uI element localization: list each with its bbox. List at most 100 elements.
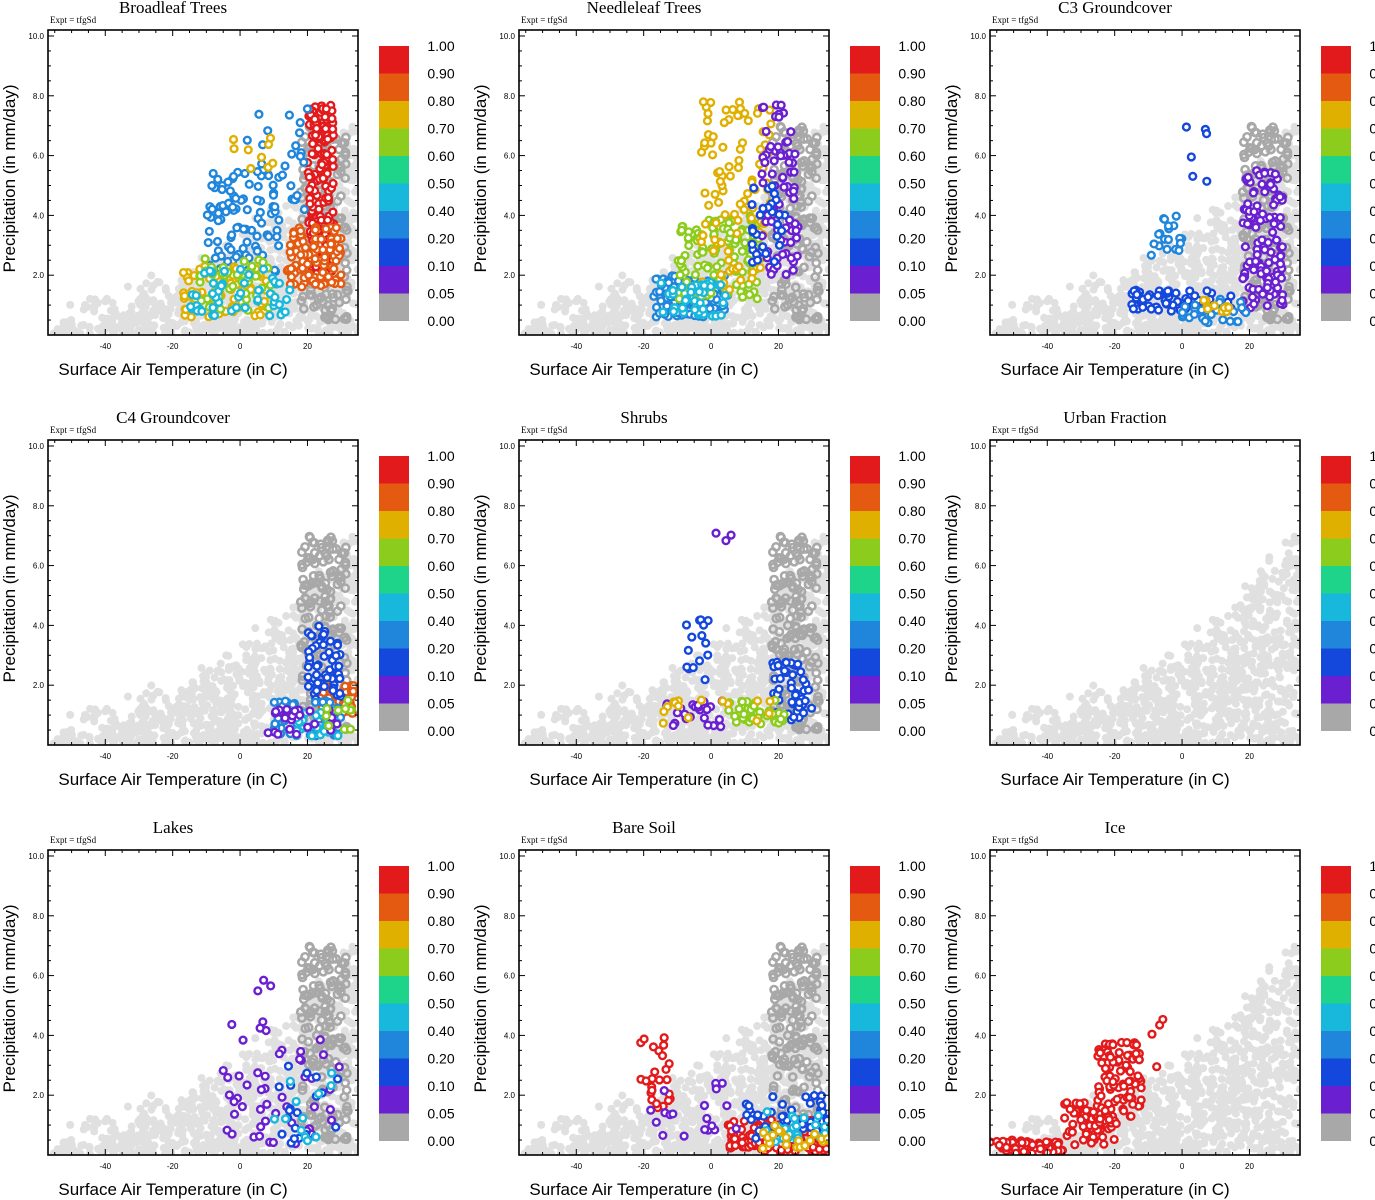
background-point bbox=[106, 306, 115, 315]
data-point bbox=[200, 254, 210, 264]
background-point bbox=[1201, 278, 1210, 287]
background-point bbox=[590, 329, 599, 335]
y-tick-label: 4.0 bbox=[504, 211, 516, 220]
background-point bbox=[615, 311, 624, 320]
zero-point bbox=[340, 150, 351, 161]
data-point bbox=[713, 197, 724, 208]
background-point bbox=[811, 206, 820, 215]
zero-point bbox=[334, 297, 345, 308]
background-point bbox=[598, 302, 607, 311]
background-point bbox=[77, 321, 86, 330]
background-point bbox=[645, 284, 654, 293]
background-point bbox=[548, 321, 557, 330]
data-point bbox=[1159, 214, 1170, 224]
data-point bbox=[766, 269, 776, 279]
background-point bbox=[108, 298, 117, 307]
data-point bbox=[286, 181, 296, 191]
data-point bbox=[228, 134, 239, 145]
background-point bbox=[76, 329, 85, 335]
zero-point bbox=[813, 286, 824, 296]
y-tick-label: 6.0 bbox=[504, 152, 516, 161]
background-point bbox=[1081, 326, 1090, 335]
background-point bbox=[102, 314, 111, 323]
data-point bbox=[328, 124, 338, 134]
background-point bbox=[156, 299, 165, 308]
data-point bbox=[310, 225, 321, 235]
background-point bbox=[353, 231, 358, 240]
background-point bbox=[222, 329, 231, 335]
data-point bbox=[285, 247, 295, 257]
background-point bbox=[1152, 263, 1161, 272]
background-point bbox=[1223, 271, 1232, 280]
x-tick-label: -40 bbox=[100, 342, 112, 351]
data-point bbox=[1171, 211, 1181, 221]
data-point bbox=[716, 310, 726, 320]
background-point bbox=[729, 319, 738, 328]
colorbar-swatch bbox=[1321, 293, 1351, 321]
background-point bbox=[586, 313, 595, 322]
data-point bbox=[737, 246, 747, 256]
zero-point bbox=[781, 279, 791, 290]
background-point bbox=[621, 298, 630, 307]
colorbar-swatch bbox=[379, 266, 409, 294]
data-point bbox=[334, 243, 345, 254]
data-point bbox=[779, 182, 789, 192]
data-point bbox=[1218, 315, 1228, 325]
data-point bbox=[1268, 227, 1278, 237]
data-point bbox=[286, 272, 297, 282]
colorbar-label: 0.60 bbox=[427, 148, 454, 164]
x-tick-label: -20 bbox=[167, 342, 179, 351]
colorbar-swatch bbox=[379, 293, 409, 321]
data-point bbox=[263, 126, 273, 136]
data-point bbox=[331, 223, 341, 233]
data-point bbox=[204, 226, 214, 237]
y-tick-label: 4.0 bbox=[33, 211, 45, 220]
zero-point bbox=[807, 162, 817, 173]
background-point bbox=[561, 307, 570, 316]
colorbar-label: 0.60 bbox=[898, 148, 925, 164]
data-point bbox=[734, 262, 744, 272]
data-point bbox=[1248, 188, 1259, 198]
data-point bbox=[255, 310, 265, 320]
background-point bbox=[607, 284, 616, 293]
data-point bbox=[791, 225, 801, 236]
background-point bbox=[350, 322, 358, 331]
colorbar-label: 1.00 bbox=[427, 38, 454, 54]
expt-label: Expt = tfgSd bbox=[992, 15, 1039, 25]
background-point bbox=[1216, 208, 1225, 217]
data-point bbox=[1261, 266, 1272, 276]
data-point bbox=[254, 109, 264, 119]
data-point bbox=[228, 202, 238, 212]
background-point bbox=[594, 282, 603, 291]
y-tick-label: 10.0 bbox=[970, 32, 986, 41]
data-point bbox=[774, 210, 784, 220]
data-point bbox=[740, 238, 750, 248]
data-point bbox=[274, 241, 284, 251]
background-point bbox=[1230, 260, 1239, 269]
data-point bbox=[228, 171, 239, 182]
data-point bbox=[258, 264, 269, 274]
background-point bbox=[109, 327, 118, 335]
background-point bbox=[606, 298, 615, 307]
data-point bbox=[698, 247, 708, 257]
data-point bbox=[274, 278, 285, 288]
data-point bbox=[1149, 239, 1159, 249]
background-point bbox=[1050, 298, 1059, 307]
data-point bbox=[227, 230, 237, 240]
x-tick-label: 20 bbox=[1245, 342, 1254, 351]
y-tick-label: 2.0 bbox=[504, 271, 516, 280]
x-axis-label: Surface Air Temperature (in C) bbox=[1000, 360, 1229, 379]
y-tick-label: 8.0 bbox=[504, 92, 516, 101]
data-point bbox=[1175, 238, 1186, 248]
data-point bbox=[223, 177, 233, 187]
data-point bbox=[781, 269, 791, 280]
data-point bbox=[264, 231, 274, 242]
colorbar-swatch bbox=[1321, 156, 1351, 184]
data-point bbox=[1200, 316, 1210, 326]
data-point bbox=[735, 144, 745, 154]
data-point bbox=[1258, 289, 1268, 299]
background-point bbox=[1103, 284, 1112, 293]
data-point bbox=[757, 169, 767, 179]
data-point bbox=[720, 210, 730, 220]
data-point bbox=[228, 281, 238, 291]
